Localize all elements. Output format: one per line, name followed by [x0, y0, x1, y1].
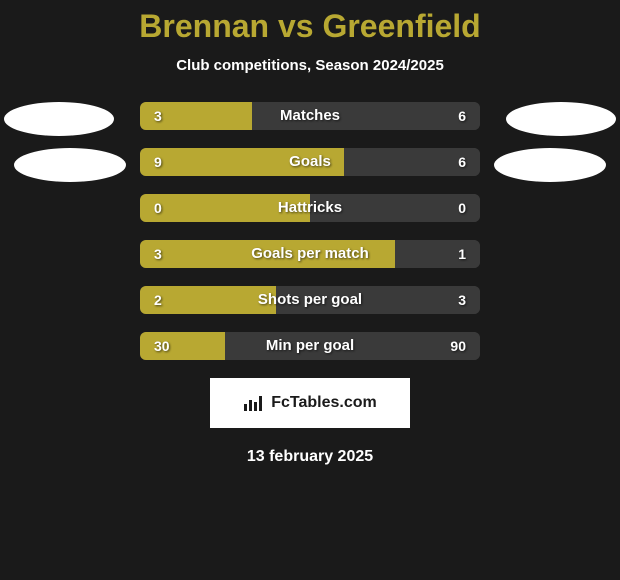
- stat-label: Matches: [140, 102, 480, 130]
- stat-label: Goals: [140, 148, 480, 176]
- subtitle: Club competitions, Season 2024/2025: [0, 57, 620, 74]
- player-right-photo-2: [494, 148, 606, 182]
- stat-row: 3090Min per goal: [140, 332, 480, 360]
- stat-label: Hattricks: [140, 194, 480, 222]
- stat-row: 00Hattricks: [140, 194, 480, 222]
- stat-label: Goals per match: [140, 240, 480, 268]
- stat-row: 96Goals: [140, 148, 480, 176]
- chart-icon: [243, 394, 265, 412]
- attribution-badge: FcTables.com: [210, 378, 410, 428]
- player-right-photo-1: [506, 102, 616, 136]
- player-left-photo-1: [4, 102, 114, 136]
- date-label: 13 february 2025: [0, 448, 620, 466]
- player-left-photo-2: [14, 148, 126, 182]
- stat-label: Shots per goal: [140, 286, 480, 314]
- page-title: Brennan vs Greenfield: [0, 8, 620, 45]
- stat-row: 23Shots per goal: [140, 286, 480, 314]
- stat-label: Min per goal: [140, 332, 480, 360]
- attribution-text: FcTables.com: [271, 394, 377, 412]
- stat-row: 31Goals per match: [140, 240, 480, 268]
- stat-row: 36Matches: [140, 102, 480, 130]
- stat-bars: 36Matches 96Goals 00Hattricks 31Goals per m…: [140, 102, 480, 360]
- stats-area: 36Matches 96Goals 00Hattricks 31Goals per m…: [0, 102, 620, 360]
